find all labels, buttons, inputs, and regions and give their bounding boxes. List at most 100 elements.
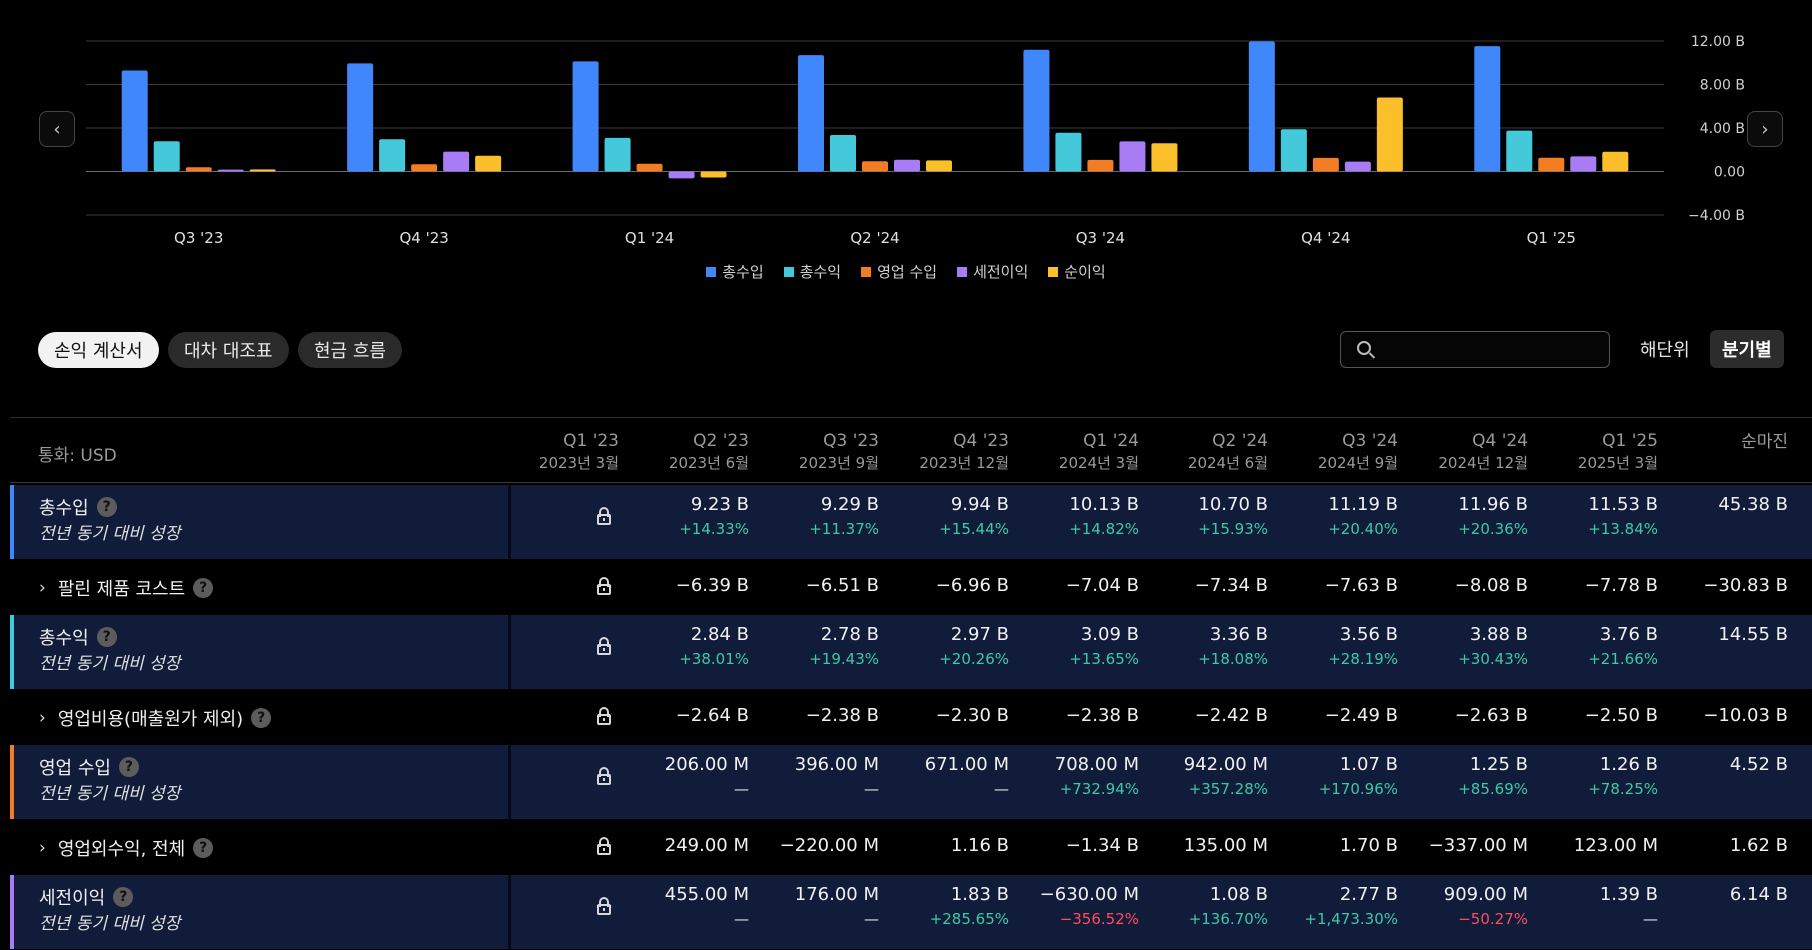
column-date: 2023년 12월 bbox=[919, 454, 1009, 472]
bar[interactable] bbox=[1151, 143, 1178, 172]
chevron-right-icon[interactable]: › bbox=[39, 578, 46, 598]
bar[interactable] bbox=[379, 139, 406, 172]
lock-icon[interactable] bbox=[597, 507, 611, 525]
bar[interactable] bbox=[217, 169, 244, 172]
tab-cash-flow[interactable]: 현금 흐름 bbox=[298, 332, 402, 368]
table-row[interactable]: › 영업비용(매출원가 제외)? −2.64 B −2.38 B −2.30 B −2.3… bbox=[10, 690, 1812, 744]
value-cell: 2.78 B bbox=[820, 624, 879, 645]
legend-label: 세전이익 bbox=[973, 263, 1029, 281]
bar[interactable] bbox=[1602, 151, 1629, 172]
row-label-text: 영업비용(매출원가 제외) bbox=[57, 709, 244, 730]
help-icon[interactable]: ? bbox=[113, 887, 134, 907]
bar[interactable] bbox=[121, 70, 148, 172]
value-cell: −2.38 B bbox=[805, 705, 879, 726]
bar[interactable] bbox=[475, 155, 502, 172]
lock-icon[interactable] bbox=[597, 837, 611, 855]
bar[interactable] bbox=[1119, 141, 1146, 172]
help-icon[interactable]: ? bbox=[96, 627, 117, 647]
bar[interactable] bbox=[798, 55, 824, 172]
value-cell: 135.00 M bbox=[1183, 835, 1268, 856]
bar[interactable] bbox=[1312, 157, 1339, 172]
bar[interactable] bbox=[185, 167, 212, 172]
value-cell: 1.16 B bbox=[950, 835, 1009, 856]
value-cell: −1.34 B bbox=[1065, 835, 1139, 856]
chart-prev-button[interactable]: ‹ bbox=[39, 111, 75, 147]
bar[interactable] bbox=[347, 63, 374, 172]
row-column-separator bbox=[508, 745, 511, 819]
ttm-value-cell: −10.03 B bbox=[1703, 705, 1788, 726]
help-icon[interactable]: ? bbox=[251, 708, 272, 728]
growth-cell: −356.52% bbox=[1059, 910, 1139, 928]
quarterly-toggle[interactable]: 분기별 bbox=[1710, 330, 1784, 368]
tab-balance-sheet[interactable]: 대차 대조표 bbox=[168, 332, 289, 368]
lock-icon[interactable] bbox=[597, 707, 611, 725]
bar[interactable] bbox=[604, 137, 631, 172]
column-header: Q3 '24 2024년 9월 bbox=[1258, 430, 1398, 474]
lock-icon[interactable] bbox=[597, 767, 611, 785]
annual-toggle[interactable]: 해단위 bbox=[1640, 340, 1690, 361]
bar[interactable] bbox=[862, 161, 888, 172]
bar[interactable] bbox=[153, 141, 180, 172]
bar[interactable] bbox=[636, 163, 663, 172]
bar[interactable] bbox=[411, 164, 438, 172]
growth-cell: — bbox=[994, 780, 1009, 798]
column-quarter: Q1 '24 bbox=[1083, 431, 1139, 451]
chevron-right-icon[interactable]: › bbox=[39, 838, 46, 858]
x-tick-label: Q3 '23 bbox=[174, 229, 223, 247]
bar[interactable] bbox=[830, 134, 856, 172]
bar[interactable] bbox=[1538, 157, 1565, 172]
growth-cell: +20.26% bbox=[939, 650, 1009, 668]
row-growth-label: 전년 동기 대비 성장 bbox=[39, 654, 181, 674]
x-tick-label: Q1 '25 bbox=[1527, 229, 1576, 247]
growth-cell: +13.84% bbox=[1588, 520, 1658, 538]
lock-icon[interactable] bbox=[597, 577, 611, 595]
help-icon[interactable]: ? bbox=[193, 578, 214, 598]
x-tick-label: Q3 '24 bbox=[1076, 229, 1125, 247]
row-column-separator bbox=[508, 485, 511, 559]
bar[interactable] bbox=[894, 159, 920, 172]
legend-item[interactable]: 순이익 bbox=[1048, 261, 1106, 282]
legend-item[interactable]: 세전이익 bbox=[957, 261, 1028, 282]
bar[interactable] bbox=[572, 61, 599, 172]
help-icon[interactable]: ? bbox=[193, 838, 214, 858]
value-cell: 3.36 B bbox=[1209, 624, 1268, 645]
bar[interactable] bbox=[1474, 46, 1501, 172]
column-header: Q4 '23 2023년 12월 bbox=[869, 430, 1009, 474]
value-cell: −2.38 B bbox=[1065, 705, 1139, 726]
column-header: Q2 '24 2024년 6월 bbox=[1128, 430, 1268, 474]
chart-legend: 총수입 총수익 영업 수입 세전이익 순이익 bbox=[0, 261, 1812, 282]
bar[interactable] bbox=[668, 171, 695, 179]
legend-swatch bbox=[861, 266, 872, 277]
bar[interactable] bbox=[1280, 129, 1307, 172]
lock-icon[interactable] bbox=[597, 897, 611, 915]
bar[interactable] bbox=[1376, 97, 1403, 172]
bar[interactable] bbox=[1023, 49, 1050, 172]
table-header-divider bbox=[10, 482, 1812, 483]
legend-item[interactable]: 영업 수입 bbox=[861, 261, 937, 282]
bar[interactable] bbox=[1344, 161, 1371, 172]
table-row: 세전이익? 전년 동기 대비 성장 455.00 M — 176.00 M — 1.83 B… bbox=[10, 875, 1812, 949]
bar[interactable] bbox=[700, 171, 727, 178]
help-icon[interactable]: ? bbox=[96, 497, 117, 517]
bar[interactable] bbox=[1570, 156, 1597, 172]
chart-next-button[interactable]: › bbox=[1747, 111, 1783, 147]
tab-income-statement[interactable]: 손익 계산서 bbox=[38, 332, 159, 368]
table-row[interactable]: › 영업외수익, 전체? 249.00 M −220.00 M 1.16 B −1.34 … bbox=[10, 820, 1812, 874]
bar[interactable] bbox=[1055, 132, 1082, 172]
ttm-value-cell: 45.38 B bbox=[1718, 494, 1788, 515]
search-input[interactable] bbox=[1340, 331, 1610, 368]
bar[interactable] bbox=[1087, 159, 1114, 172]
value-cell: 2.97 B bbox=[950, 624, 1009, 645]
legend-item[interactable]: 총수익 bbox=[783, 261, 841, 282]
column-quarter: Q1 '25 bbox=[1602, 431, 1658, 451]
bar[interactable] bbox=[443, 151, 470, 172]
bar[interactable] bbox=[926, 160, 952, 172]
legend-item[interactable]: 총수입 bbox=[706, 261, 764, 282]
lock-icon[interactable] bbox=[597, 637, 611, 655]
bar[interactable] bbox=[249, 169, 276, 172]
bar[interactable] bbox=[1506, 130, 1533, 172]
bar[interactable] bbox=[1248, 41, 1275, 172]
help-icon[interactable]: ? bbox=[118, 757, 139, 777]
table-row[interactable]: › 팔린 제품 코스트? −6.39 B −6.51 B −6.96 B −7.04 B −… bbox=[10, 560, 1812, 614]
chevron-right-icon[interactable]: › bbox=[39, 708, 46, 728]
